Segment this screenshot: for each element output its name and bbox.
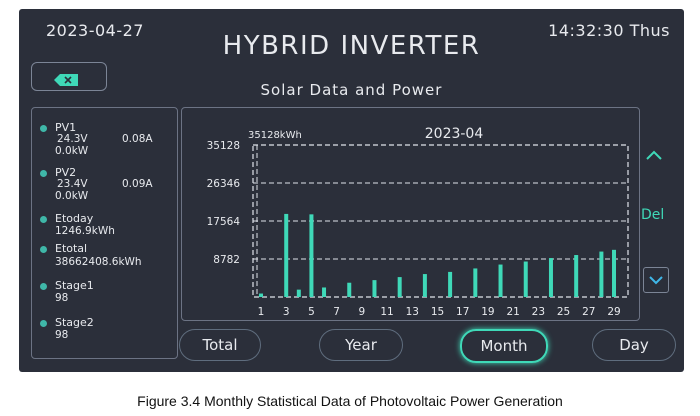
- chart-bar: [473, 268, 478, 297]
- pv2-current: 0.09A: [122, 178, 153, 190]
- chart-unit-label: 35128kWh: [248, 130, 302, 141]
- tab-day[interactable]: Day: [592, 329, 676, 361]
- chart-bar: [259, 293, 263, 297]
- page-title: HYBRID INVERTER: [222, 31, 481, 61]
- backspace-icon: [54, 71, 78, 90]
- chart-bar: [309, 214, 314, 297]
- y-tick-label: 26346: [207, 178, 241, 190]
- pv1-label: PV1: [55, 121, 77, 134]
- etotal-label: Etotal: [55, 242, 88, 255]
- x-tick-label: 13: [406, 306, 419, 318]
- x-tick-label: 3: [283, 306, 290, 318]
- figure-caption: Figure 3.4 Monthly Statistical Data of P…: [137, 393, 563, 409]
- scroll-down-button[interactable]: [643, 267, 669, 293]
- x-tick-label: 5: [308, 306, 315, 318]
- delete-button[interactable]: Del: [641, 207, 665, 223]
- chart-bar: [397, 277, 402, 297]
- solar-info-panel: PV1 24.3V 0.08A 0.0kW PV2 23.4V 0.09A 0.…: [31, 107, 178, 359]
- pv2-label: PV2: [55, 166, 77, 179]
- etoday-value: 1246.9kWh: [55, 225, 115, 237]
- chart-bar: [599, 251, 604, 297]
- status-dot-icon: [40, 246, 47, 253]
- chart-bar: [448, 271, 453, 297]
- x-tick-label: 11: [380, 306, 393, 318]
- etoday-label: Etoday: [55, 212, 94, 225]
- y-tick-label: 8782: [213, 254, 240, 266]
- chart-bar: [523, 261, 528, 297]
- etotal-value: 38662408.6kWh: [55, 256, 142, 268]
- tab-year[interactable]: Year: [319, 329, 403, 361]
- stage1-value: 98: [55, 292, 69, 304]
- status-dot-icon: [40, 170, 47, 177]
- pv1-power: 0.0kW: [55, 145, 89, 157]
- scroll-up-button[interactable]: [643, 145, 665, 167]
- header-date: 2023-04-27: [46, 21, 144, 40]
- chart-bar: [574, 255, 579, 297]
- chart-bar: [284, 213, 289, 297]
- chart-bar: [422, 274, 427, 297]
- y-tick-label: 35128: [207, 140, 240, 152]
- stage1-label: Stage1: [55, 279, 94, 292]
- chart-panel: 2023-04 35128kWh 35128 26346 17564 8782 1 3 5 7 9 1…: [181, 107, 640, 321]
- status-dot-icon: [40, 125, 47, 132]
- x-tick-label: 7: [333, 306, 340, 318]
- chart-bar: [498, 264, 503, 297]
- back-button[interactable]: [31, 62, 107, 91]
- x-tick-label: 21: [506, 306, 519, 318]
- x-tick-label: 9: [359, 306, 366, 318]
- status-dot-icon: [40, 216, 47, 223]
- page-subtitle: Solar Data and Power: [260, 81, 443, 99]
- chart-bar: [322, 287, 327, 297]
- chart-bar: [548, 258, 553, 297]
- stage2-value: 98: [55, 329, 69, 341]
- x-tick-label: 25: [557, 306, 570, 318]
- chevron-up-icon: [646, 150, 662, 160]
- pv2-power: 0.0kW: [55, 190, 89, 202]
- x-tick-label: 27: [582, 306, 595, 318]
- y-tick-label: 17564: [207, 216, 241, 228]
- x-tick-label: 15: [431, 306, 444, 318]
- chart-bar: [372, 280, 377, 297]
- x-tick-label: 29: [607, 306, 620, 318]
- chevron-down-icon: [649, 276, 663, 285]
- x-tick-label: 1: [258, 306, 265, 318]
- inverter-screen: 2023-04-27 HYBRID INVERTER 14:32:30 Thus…: [19, 9, 684, 372]
- chart-title: 2023-04: [425, 126, 484, 142]
- tab-total[interactable]: Total: [179, 329, 261, 361]
- stage2-label: Stage2: [55, 316, 94, 329]
- x-tick-label: 17: [456, 306, 469, 318]
- status-dot-icon: [40, 283, 47, 290]
- tab-month[interactable]: Month: [460, 329, 548, 363]
- status-dot-icon: [40, 320, 47, 327]
- chart-bar: [612, 249, 616, 297]
- header-time: 14:32:30 Thus: [548, 21, 670, 40]
- chart-bar: [296, 289, 301, 297]
- x-tick-label: 19: [481, 306, 494, 318]
- chart-bar: [347, 282, 352, 297]
- x-tick-label: 23: [532, 306, 545, 318]
- pv2-voltage: 23.4V: [57, 178, 88, 190]
- pv1-voltage: 24.3V: [57, 133, 88, 145]
- pv1-current: 0.08A: [122, 133, 153, 145]
